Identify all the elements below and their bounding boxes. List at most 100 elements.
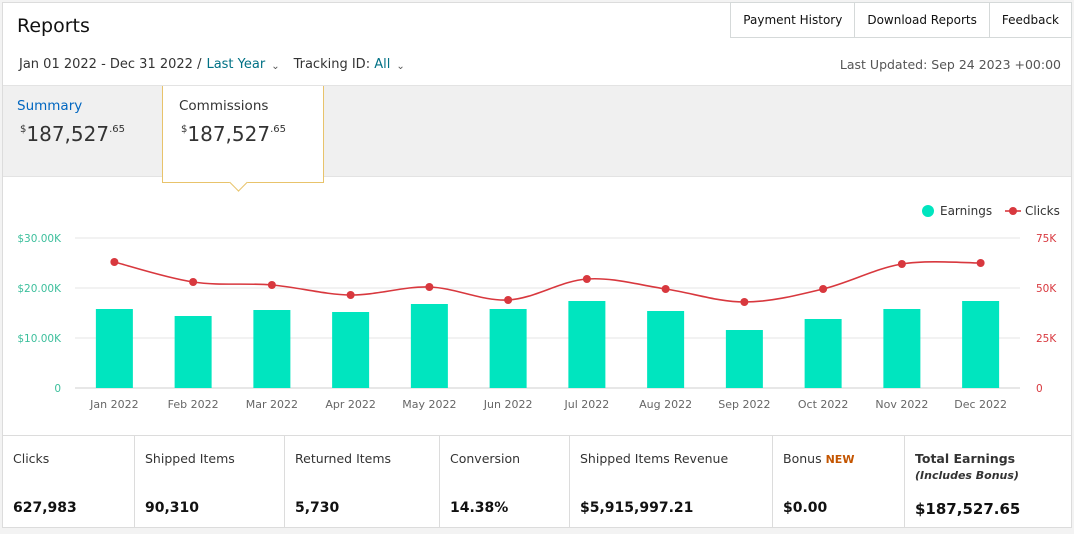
earnings-bar [883, 309, 921, 388]
legend-clicks-marker [1009, 207, 1017, 215]
x-tick-label: Jan 2022 [89, 398, 138, 411]
tab-commissions-label: Commissions [179, 98, 269, 114]
clicks-line [114, 261, 981, 303]
metric-label: Shipped Items [145, 451, 235, 466]
y-right-tick-label: 50K [1036, 283, 1057, 295]
last-updated: Last Updated: Sep 24 2023 +00:00 [839, 57, 1061, 72]
metric-label: Returned Items [295, 451, 392, 466]
tab-summary[interactable]: Summary $187,527.65 [17, 86, 157, 176]
metric-value: $0.00 [783, 500, 828, 516]
x-tick-label: Jul 2022 [563, 398, 609, 411]
x-tick-label: May 2022 [402, 398, 456, 411]
legend-clicks-label: Clicks [1025, 204, 1060, 218]
tab-commissions-value: $187,527.65 [181, 122, 286, 146]
earnings-bar [332, 312, 370, 388]
metrics-bar: Clicks 627,983 Shipped Items 90,310 Retu… [3, 435, 1071, 528]
new-badge: NEW [825, 453, 855, 466]
clicks-point [189, 278, 198, 286]
metric-value: 14.38% [450, 500, 509, 516]
tracking-id-label: Tracking ID: [293, 57, 371, 72]
legend-earnings-marker [922, 205, 934, 217]
earnings-clicks-chart: 0 0 $10.00K 25K $20.00K 50K $30.00K 75K Jan 2022… [3, 178, 1071, 436]
chevron-down-icon: ⌄ [396, 61, 405, 72]
chart-svg: 0 0 $10.00K 25K $20.00K 50K $30.00K 75K Jan 2022… [17, 204, 1060, 411]
feedback-button[interactable]: Feedback [988, 2, 1072, 38]
x-tick-label: Jun 2022 [483, 398, 533, 411]
clicks-point [976, 259, 985, 267]
metric-conversion: Conversion 14.38% [440, 436, 570, 528]
y-left-tick-label: $30.00K [17, 233, 62, 245]
earnings-bar [489, 309, 527, 388]
earnings-bar [804, 319, 842, 388]
currency-symbol: $ [20, 124, 27, 135]
metric-value: $5,915,997.21 [580, 500, 694, 516]
metric-value: 5,730 [295, 500, 340, 516]
metric-sublabel: (Includes Bonus) [915, 469, 1019, 482]
x-tick-label: Sep 2022 [718, 398, 770, 411]
earnings-bar [174, 316, 212, 388]
metric-label: Shipped Items Revenue [580, 451, 729, 466]
tab-summary-value: $187,527.65 [20, 122, 125, 146]
earnings-bar [410, 304, 448, 388]
metric-bonus: Bonus NEW $0.00 [773, 436, 905, 528]
clicks-point [661, 285, 670, 293]
earnings-bar [962, 301, 1000, 388]
amount-whole: 187,527 [26, 122, 110, 146]
chevron-down-icon: ⌄ [271, 61, 280, 72]
y-left-tick-label: 0 [54, 383, 61, 395]
metric-label: Bonus NEW [783, 451, 854, 466]
y-right-tick-label: 75K [1036, 233, 1057, 245]
earnings-bar [568, 301, 606, 388]
clicks-point [897, 260, 906, 268]
metric-value: $187,527.65 [915, 500, 1021, 518]
y-left-tick-label: $20.00K [17, 283, 62, 295]
earnings-bar [253, 310, 291, 388]
metric-value: 627,983 [13, 500, 77, 516]
y-left-tick-label: $10.00K [17, 333, 62, 345]
clicks-point [110, 258, 119, 266]
filter-bar: Jan 01 2022 - Dec 31 2022 / Last Year ⌄ T… [19, 57, 405, 72]
y-right-tick-label: 25K [1036, 333, 1057, 345]
amount-whole: 187,527 [187, 122, 271, 146]
clicks-point [425, 283, 434, 291]
earnings-bar [647, 311, 685, 388]
period-dropdown[interactable]: Last Year ⌄ [206, 57, 279, 72]
clicks-point [819, 285, 828, 293]
earnings-bar [95, 309, 133, 388]
tab-commissions[interactable]: Commissions $187,527.65 [162, 86, 324, 192]
metric-label: Conversion [450, 451, 521, 466]
metric-shipped-items-revenue: Shipped Items Revenue $5,915,997.21 [570, 436, 773, 528]
header-actions: Payment History Download Reports Feedbac… [730, 2, 1072, 38]
metric-clicks: Clicks 627,983 [3, 436, 135, 528]
clicks-point [504, 296, 513, 304]
period-label: Last Year [206, 57, 266, 72]
metric-label-text: Bonus [783, 451, 822, 466]
amount-cents: .65 [109, 124, 125, 135]
date-range-text: Jan 01 2022 - Dec 31 2022 / [19, 57, 202, 72]
metric-value: 90,310 [145, 500, 200, 516]
metric-shipped-items: Shipped Items 90,310 [135, 436, 285, 528]
summary-tabs: Summary $187,527.65 Commissions $187,527… [3, 85, 1071, 192]
metric-total-earnings: Total Earnings (Includes Bonus) $187,527… [905, 436, 1071, 528]
tracking-id-dropdown[interactable]: Tracking ID: All ⌄ [294, 57, 405, 72]
x-tick-label: Apr 2022 [325, 398, 376, 411]
y-right-tick-label: 0 [1036, 383, 1043, 395]
page-title: Reports [17, 15, 90, 37]
clicks-point [740, 298, 749, 306]
currency-symbol: $ [181, 124, 188, 135]
amount-cents: .65 [270, 124, 286, 135]
x-tick-label: Nov 2022 [875, 398, 928, 411]
metric-returned-items: Returned Items 5,730 [285, 436, 440, 528]
x-tick-label: Mar 2022 [246, 398, 298, 411]
legend-earnings-label: Earnings [940, 204, 992, 218]
payment-history-button[interactable]: Payment History [730, 2, 855, 38]
clicks-point [582, 275, 591, 283]
tab-summary-label: Summary [17, 98, 83, 114]
x-tick-label: Aug 2022 [639, 398, 692, 411]
download-reports-button[interactable]: Download Reports [854, 2, 989, 38]
clicks-point [267, 281, 276, 289]
x-tick-label: Dec 2022 [954, 398, 1007, 411]
metric-label: Clicks [13, 451, 50, 466]
x-tick-label: Feb 2022 [168, 398, 219, 411]
